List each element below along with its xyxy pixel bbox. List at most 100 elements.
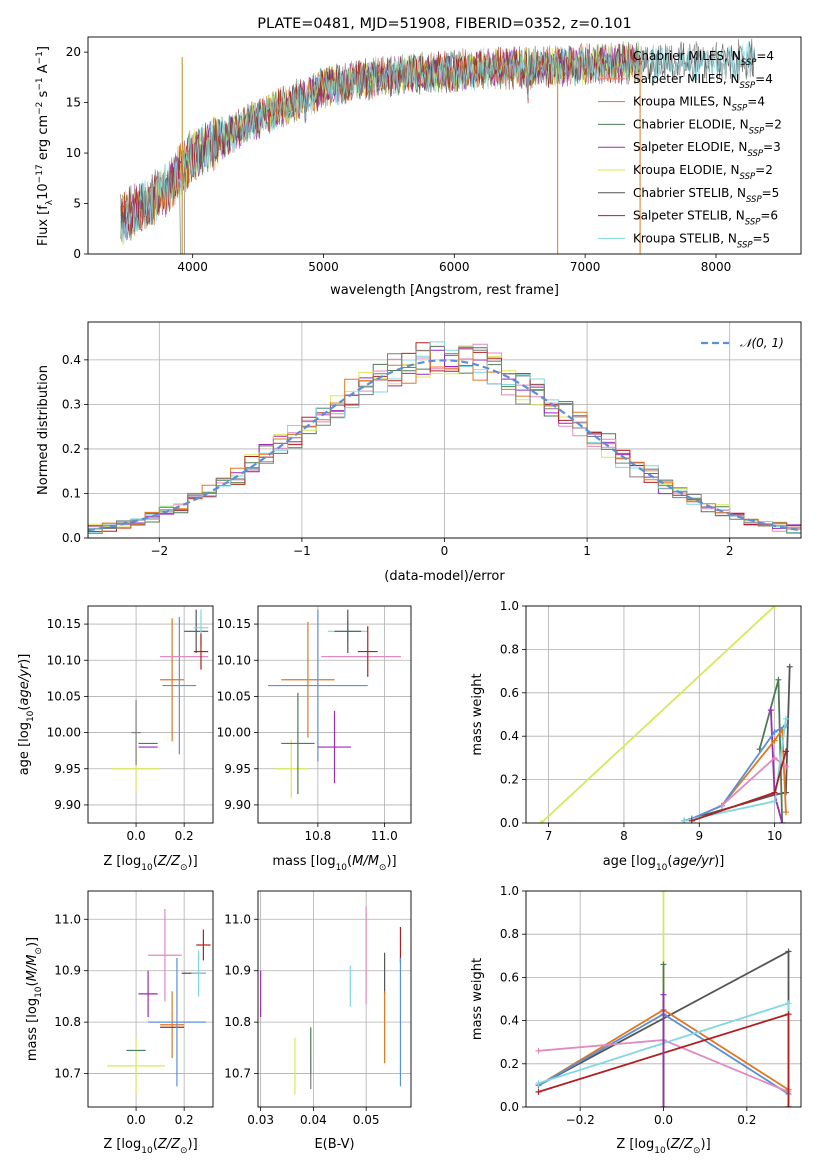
y-tick-label: 0.2 — [500, 773, 519, 787]
x-axis-label: E(B-V) — [314, 1137, 354, 1152]
x-tick-label: 8 — [620, 829, 628, 843]
axes-frame — [257, 605, 412, 824]
y-tick-label: 10.8 — [54, 1015, 81, 1029]
x-tick-label: 4000 — [177, 260, 208, 274]
x-tick-label: 0.2 — [737, 1113, 756, 1127]
y-axis-label: mass weight — [470, 958, 485, 1040]
x-tick-label: 11.0 — [371, 829, 398, 843]
x-tick-label: 0.03 — [247, 1113, 274, 1127]
y-tick-label: 0.4 — [500, 729, 519, 743]
x-axis-label: mass [log10(M/M⊙)] — [272, 854, 396, 873]
legend-entry: Kroupa MILES, NSSP=4 — [633, 95, 765, 114]
errorbar-panel: 10.8 11.0 9.90 9.95 10.00 10.05 10.10 10.15 mass… — [217, 605, 412, 873]
x-tick-label: 7 — [545, 829, 553, 843]
legend-entry: Salpeter ELODIE, NSSP=3 — [633, 140, 781, 159]
x-tick-label: 0.0 — [127, 1113, 146, 1127]
x-tick-label: 10.8 — [305, 829, 332, 843]
weight-line — [691, 751, 787, 822]
y-tick-label: 10.7 — [224, 1067, 251, 1081]
y-tick-label: 5 — [73, 197, 81, 211]
x-tick-label: −2 — [150, 544, 168, 558]
x-tick-label: −1 — [293, 544, 311, 558]
y-tick-label: 10.15 — [47, 617, 81, 631]
x-tick-label: 0.2 — [175, 1113, 194, 1127]
axes-frame — [87, 605, 214, 824]
weight-line — [540, 606, 776, 823]
x-tick-label: 5000 — [308, 260, 339, 274]
y-tick-label: 10 — [66, 146, 81, 160]
y-tick-label: 10.7 — [54, 1067, 81, 1081]
y-tick-label: 0.4 — [62, 353, 81, 367]
y-tick-label: 10.00 — [217, 726, 251, 740]
weight-line — [691, 724, 787, 820]
x-axis-label: Z [log10(Z/Z⊙)] — [103, 1137, 197, 1156]
y-tick-label: 9.95 — [54, 762, 81, 776]
x-tick-label: 9 — [695, 829, 703, 843]
y-tick-label: 0.0 — [62, 531, 81, 545]
y-tick-label: 0.0 — [500, 816, 519, 830]
legend-entry: Kroupa STELIB, NSSP=5 — [633, 231, 770, 250]
y-axis-label: mass [log10(M/M⊙)] — [25, 937, 44, 1061]
y-tick-label: 20 — [66, 45, 81, 59]
y-tick-label: 9.90 — [54, 798, 81, 812]
x-tick-label: 6000 — [439, 260, 470, 274]
normal-reference-curve — [88, 359, 801, 532]
x-tick-label: 0.04 — [300, 1113, 327, 1127]
y-tick-label: 0.4 — [500, 1014, 519, 1028]
x-tick-label: 2 — [726, 544, 734, 558]
y-tick-label: 0.1 — [62, 486, 81, 500]
y-tick-label: 10.00 — [47, 726, 81, 740]
y-tick-label: 0.8 — [500, 927, 519, 941]
weight-line — [683, 666, 791, 822]
spectrum-panel: PLATE=0481, MJD=51908, FIBERID=0352, z=0… — [35, 16, 802, 298]
weights-panel: −0.2 0.0 0.2 0.0 0.2 0.4 0.6 0.8 1.0 Z [log10(Z/Z… — [470, 884, 802, 1156]
x-tick-label: 0.0 — [654, 1113, 673, 1127]
x-tick-label: 0 — [441, 544, 449, 558]
x-axis-label: age [log10(age/yr)] — [603, 854, 725, 873]
axes-frame — [87, 36, 802, 255]
x-axis-label: (data-model)/error — [384, 569, 505, 584]
chart-title: PLATE=0481, MJD=51908, FIBERID=0352, z=0… — [257, 16, 631, 32]
y-tick-label: 1.0 — [500, 884, 519, 898]
y-tick-label: 15 — [66, 96, 81, 110]
y-tick-label: 0.0 — [500, 1100, 519, 1114]
x-tick-label: 1 — [583, 544, 591, 558]
histogram-step — [88, 346, 801, 538]
spectrum-line — [120, 40, 756, 245]
legend-entry: Kroupa ELODIE, NSSP=2 — [633, 163, 773, 182]
legend-entry: 𝒩(0, 1) — [740, 336, 784, 350]
x-tick-label: 0.05 — [353, 1113, 380, 1127]
legend-entry: Salpeter STELIB, NSSP=6 — [633, 209, 778, 228]
y-tick-label: 11.0 — [224, 912, 251, 926]
y-axis-label: Normed distribution — [36, 365, 51, 495]
y-tick-label: 10.10 — [217, 653, 251, 667]
legend-entry: Chabrier STELIB, NSSP=5 — [633, 186, 779, 205]
y-tick-label: 0.6 — [500, 686, 519, 700]
legend-entry: Salpeter MILES, NSSP=4 — [633, 72, 773, 91]
x-axis-label: Z [log10(Z/Z⊙)] — [103, 854, 197, 873]
y-axis-label: Flux [fλ10−17 erg cm−2 s−1 A−1] — [35, 46, 55, 246]
y-tick-label: 0.2 — [62, 442, 81, 456]
y-tick-label: 10.9 — [224, 964, 251, 978]
legend-entry: Chabrier MILES, NSSP=4 — [633, 49, 774, 68]
x-tick-label: 0.0 — [127, 829, 146, 843]
y-tick-label: 0 — [73, 247, 81, 261]
legend-entry: Chabrier ELODIE, NSSP=2 — [633, 117, 782, 136]
y-tick-label: 9.90 — [224, 798, 251, 812]
y-tick-label: 10.05 — [217, 689, 251, 703]
y-tick-label: 10.15 — [217, 617, 251, 631]
y-axis-label: mass weight — [470, 673, 485, 755]
y-tick-label: 1.0 — [500, 599, 519, 613]
errorbar-panel: 0.0 0.2 9.90 9.95 10.00 10.05 10.10 10.15 Z [log… — [17, 605, 214, 873]
histogram-panel: −2 −1 0 1 2 0.0 0.1 0.2 0.3 0.4 (data-model)/error… — [36, 321, 802, 584]
x-axis-label: wavelength [Angstrom, rest frame] — [330, 283, 559, 298]
y-tick-label: 10.8 — [224, 1015, 251, 1029]
x-tick-label: 0.2 — [175, 829, 194, 843]
errorbar-panel: 0.03 0.04 0.05 10.7 10.8 10.9 11.0 E(B-V) — [224, 890, 412, 1152]
y-tick-label: 0.3 — [62, 397, 81, 411]
x-tick-label: 8000 — [701, 260, 732, 274]
x-tick-label: 10 — [767, 829, 782, 843]
y-tick-label: 0.6 — [500, 970, 519, 984]
axes-frame — [87, 890, 214, 1108]
